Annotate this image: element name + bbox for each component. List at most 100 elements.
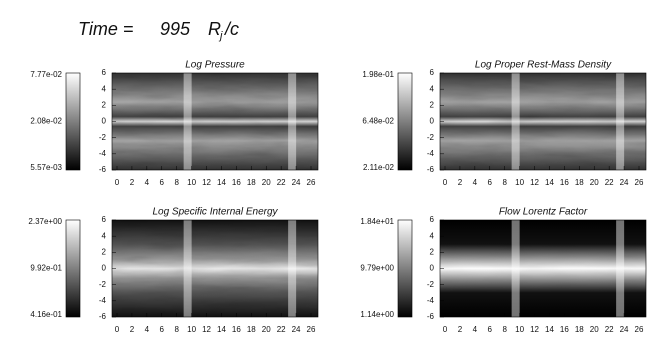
y-tick-label: 0 <box>102 117 107 126</box>
x-tick-label: 0 <box>443 325 448 334</box>
y-tick-label: 6 <box>102 215 107 224</box>
x-tick-label: 22 <box>605 178 614 187</box>
x-tick-label: 22 <box>277 178 286 187</box>
y-tick-label: -6 <box>427 312 435 321</box>
y-tick-label: 2 <box>430 100 435 109</box>
y-tick-label: -2 <box>99 280 107 289</box>
x-tick-label: 12 <box>530 325 539 334</box>
image-texture <box>112 220 318 317</box>
y-tick-label: 6 <box>430 215 435 224</box>
x-tick-label: 12 <box>202 325 211 334</box>
colorbar <box>397 219 413 318</box>
knot <box>183 73 192 170</box>
y-tick-label: 2 <box>102 247 107 256</box>
x-tick-label: 4 <box>473 325 478 334</box>
colorbar-label: 7.77e-02 <box>30 70 62 79</box>
image-texture <box>440 220 646 317</box>
colorbar <box>65 219 81 318</box>
y-tick-label: 4 <box>102 231 107 240</box>
x-tick-label: 14 <box>545 178 554 187</box>
x-tick-label: 24 <box>292 178 301 187</box>
x-tick-label: 16 <box>560 178 569 187</box>
x-tick-label: 16 <box>232 178 241 187</box>
x-tick-label: 6 <box>160 325 165 334</box>
x-tick-label: 6 <box>488 325 493 334</box>
y-tick-label: 0 <box>430 264 435 273</box>
colorbar-label: 2.37e+00 <box>28 217 62 226</box>
x-tick-label: 18 <box>247 325 256 334</box>
y-tick-label: 4 <box>102 84 107 93</box>
y-tick-label: 2 <box>430 247 435 256</box>
colorbar-label: 4.16e-01 <box>30 310 62 319</box>
knot <box>511 73 520 170</box>
y-tick-label: 6 <box>102 68 107 77</box>
x-tick-label: 10 <box>187 325 196 334</box>
y-tick-label: -4 <box>427 296 435 305</box>
y-tick-label: 4 <box>430 231 435 240</box>
x-tick-label: 0 <box>115 325 120 334</box>
colorbar-label: 9.79e+00 <box>360 264 394 273</box>
unit-sub: j <box>218 30 223 42</box>
colorbar-label: 2.11e-02 <box>363 163 395 172</box>
x-tick-label: 10 <box>187 178 196 187</box>
x-tick-label: 12 <box>530 178 539 187</box>
colorbar-label: 9.92e-01 <box>30 264 62 273</box>
x-tick-label: 20 <box>590 325 599 334</box>
x-tick-label: 4 <box>145 178 150 187</box>
x-tick-label: 8 <box>502 325 507 334</box>
time-value: 995 <box>160 19 191 39</box>
colorbar-label: 6.48e-02 <box>362 117 394 126</box>
x-tick-label: 22 <box>605 325 614 334</box>
x-tick-label: 6 <box>160 178 165 187</box>
x-tick-label: 18 <box>247 178 256 187</box>
x-tick-label: 14 <box>217 325 226 334</box>
y-tick-label: 6 <box>430 68 435 77</box>
x-tick-label: 10 <box>515 325 524 334</box>
image-texture <box>112 73 318 170</box>
x-tick-label: 14 <box>217 178 226 187</box>
x-tick-label: 18 <box>575 325 584 334</box>
x-tick-label: 26 <box>307 325 316 334</box>
x-tick-label: 24 <box>292 325 301 334</box>
x-tick-label: 0 <box>115 178 120 187</box>
x-tick-label: 0 <box>443 178 448 187</box>
knot <box>616 220 625 317</box>
x-tick-label: 2 <box>130 178 135 187</box>
y-tick-label: 0 <box>430 117 435 126</box>
x-tick-label: 12 <box>202 178 211 187</box>
knot <box>288 73 297 170</box>
y-tick-label: -6 <box>99 312 107 321</box>
x-tick-label: 6 <box>488 178 493 187</box>
x-tick-label: 2 <box>130 325 135 334</box>
y-tick-label: -2 <box>99 133 107 142</box>
x-tick-label: 4 <box>473 178 478 187</box>
x-tick-label: 24 <box>620 325 629 334</box>
y-tick-label: 2 <box>102 100 107 109</box>
x-tick-label: 8 <box>174 178 179 187</box>
panel-title: Log Specific Internal Energy <box>152 207 278 218</box>
y-tick-label: 4 <box>430 84 435 93</box>
x-tick-label: 16 <box>232 325 241 334</box>
panel-title: Log Pressure <box>185 60 245 71</box>
knot <box>183 220 192 317</box>
x-tick-label: 4 <box>145 325 150 334</box>
unit-rest: /c <box>223 19 239 39</box>
colorbar-label: 1.84e+01 <box>360 217 394 226</box>
colorbar-label: 1.98e-01 <box>362 70 394 79</box>
x-tick-label: 26 <box>635 178 644 187</box>
x-tick-label: 2 <box>458 325 463 334</box>
y-tick-label: 0 <box>102 264 107 273</box>
x-tick-label: 2 <box>458 178 463 187</box>
x-tick-label: 22 <box>277 325 286 334</box>
x-tick-label: 8 <box>174 325 179 334</box>
panel-title: Log Proper Rest-Mass Density <box>475 60 612 71</box>
y-tick-label: -4 <box>99 296 107 305</box>
x-tick-label: 10 <box>515 178 524 187</box>
x-tick-label: 26 <box>635 325 644 334</box>
y-tick-label: -4 <box>427 149 435 158</box>
x-tick-label: 8 <box>502 178 507 187</box>
image-texture <box>440 73 646 170</box>
colorbar-label: 2.08e-02 <box>30 117 62 126</box>
x-tick-label: 20 <box>262 325 271 334</box>
